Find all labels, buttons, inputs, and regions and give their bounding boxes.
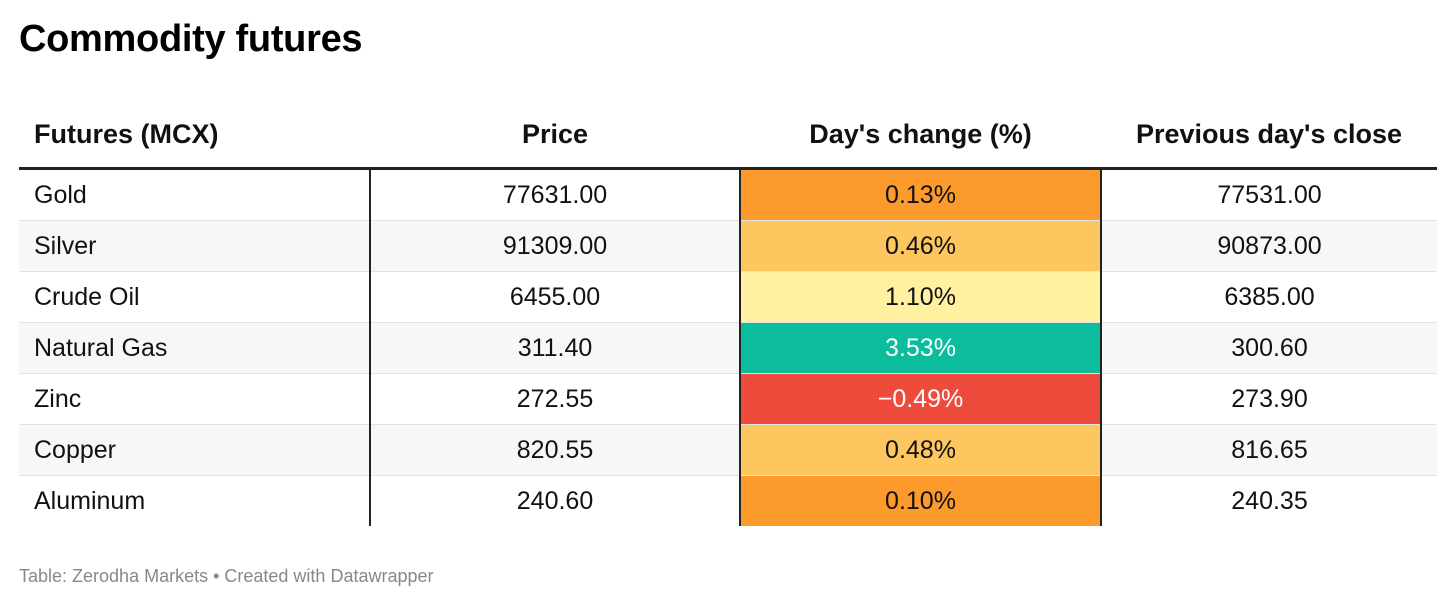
column-header-prev-close[interactable]: Previous day's close xyxy=(1101,101,1437,170)
cell-day-change: 0.48% xyxy=(739,424,1102,476)
cell-price: 240.60 xyxy=(516,486,594,515)
table-row: Aluminum 240.60 0.10% 240.35 xyxy=(19,475,1437,526)
cell-price: 6455.00 xyxy=(370,271,740,323)
table-row: Natural Gas 311.40 3.53% 300.60 xyxy=(19,322,1437,374)
commodity-table: Futures (MCX) Price Day's change (%) Pre… xyxy=(19,101,1437,526)
cell-price: 272.55 xyxy=(370,373,740,425)
cell-day-change: 0.13% xyxy=(739,168,1102,221)
cell-day-change: 0.46% xyxy=(739,220,1102,272)
cell-price: 91309.00 xyxy=(370,220,740,272)
table-row: Crude Oil 6455.00 1.10% 6385.00 xyxy=(19,271,1437,323)
cell-futures-name: Natural Gas xyxy=(19,322,371,374)
table-row: Zinc 272.55 −0.49% 273.90 xyxy=(19,373,1437,425)
cell-futures-name: Zinc xyxy=(19,373,371,425)
cell-prev-close: 300.60 xyxy=(1101,322,1437,374)
table-row: Silver 91309.00 0.46% 90873.00 xyxy=(19,220,1437,272)
cell-day-change: −0.49% xyxy=(739,373,1102,425)
cell-prev-close: 6385.00 xyxy=(1101,271,1437,323)
cell-prev-close: 240.35 xyxy=(1231,486,1308,515)
source-footer: Table: Zerodha Markets • Created with Da… xyxy=(19,566,434,586)
cell-futures-name: Silver xyxy=(19,220,371,272)
header-row: Futures (MCX) Price Day's change (%) Pre… xyxy=(19,101,1437,170)
cell-futures-name: Aluminum xyxy=(19,475,371,526)
cell-day-change: 3.53% xyxy=(739,322,1102,374)
cell-prev-close: 90873.00 xyxy=(1101,220,1437,272)
cell-price: 311.40 xyxy=(370,322,740,374)
cell-prev-close: 77531.00 xyxy=(1101,168,1437,221)
cell-futures-name: Crude Oil xyxy=(19,271,371,323)
cell-futures-name: Gold xyxy=(19,168,371,221)
column-header-change[interactable]: Day's change (%) xyxy=(740,101,1101,170)
table-row: Copper 820.55 0.48% 816.65 xyxy=(19,424,1437,476)
cell-day-change: 1.10% xyxy=(739,271,1102,323)
cell-futures-name: Copper xyxy=(19,424,371,476)
table-body: Gold 77631.00 0.13% 77531.00 Silver 91309.00 0… xyxy=(19,168,1437,526)
column-header-price[interactable]: Price xyxy=(370,101,740,170)
cell-price: 820.55 xyxy=(370,424,740,476)
column-header-futures[interactable]: Futures (MCX) xyxy=(19,101,370,170)
chart-title: Commodity futures xyxy=(19,18,363,60)
cell-prev-close: 273.90 xyxy=(1101,373,1437,425)
cell-price: 77631.00 xyxy=(370,168,740,221)
cell-prev-close: 816.65 xyxy=(1101,424,1437,476)
cell-day-change: 0.10% xyxy=(739,475,1102,526)
table-row: Gold 77631.00 0.13% 77531.00 xyxy=(19,168,1437,221)
